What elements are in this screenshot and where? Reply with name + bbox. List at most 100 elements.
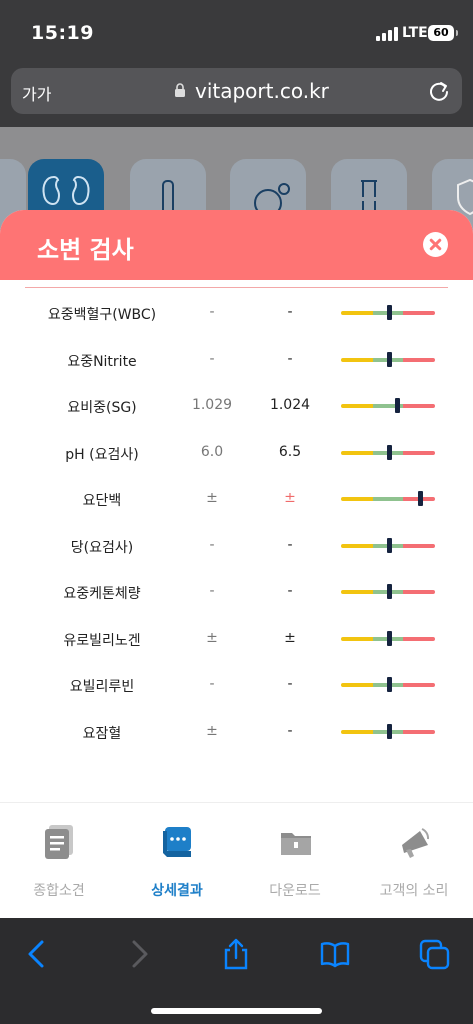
result-row: 요잠혈 ± - (0, 708, 473, 755)
result-row: 유로빌리노겐 ± ± (0, 615, 473, 662)
current-value: ± (284, 629, 296, 646)
test-name: 당(요검사) (70, 539, 134, 556)
gauge-high-segment (403, 404, 435, 408)
tab-download[interactable]: 다운로드 (236, 803, 354, 919)
current-value: - (287, 676, 293, 692)
gauge-low-segment (341, 590, 373, 594)
range-gauge (341, 677, 435, 692)
current-value: ± (284, 490, 296, 506)
home-indicator (151, 1008, 322, 1014)
result-row: pH (요검사) 6.0 6.5 (0, 429, 473, 476)
gauge-high-segment (403, 729, 435, 734)
address-bar-area: 가가 vitaport.co.kr (0, 60, 473, 127)
back-icon[interactable] (20, 938, 54, 970)
gauge-marker (387, 630, 393, 646)
url-domain[interactable]: vitaport.co.kr (195, 79, 329, 103)
gauge-high-segment (403, 683, 435, 687)
reload-icon[interactable] (428, 80, 450, 102)
result-row: 요중Nitrite - - (0, 336, 473, 383)
previous-value: ± (206, 490, 218, 506)
tabs-icon[interactable] (418, 938, 452, 970)
text-size-button[interactable]: 가가 (22, 85, 52, 104)
previous-value: 6.0 (200, 443, 224, 460)
previous-value: - (209, 676, 215, 692)
tab-label: 다운로드 (269, 883, 321, 899)
header-divider (25, 287, 448, 288)
range-gauge (341, 630, 435, 646)
urine-test-sheet: 소변 검사 요중백혈구(WBC) - - 요중Nitrite - - 요비중(SG) 1.02… (0, 210, 473, 802)
forward-icon[interactable] (122, 938, 156, 970)
gauge-low-segment (341, 311, 373, 315)
result-row: 요중백혈구(WBC) - - (0, 289, 473, 336)
network-type: LTE (402, 25, 428, 41)
gauge-marker (387, 351, 393, 367)
current-value: - (287, 536, 293, 553)
test-name: 요비중(SG) (67, 400, 137, 416)
gauge-low-segment (341, 357, 373, 362)
gauge-marker (387, 305, 393, 320)
gauge-low-segment (341, 683, 373, 687)
lock-icon (175, 83, 185, 97)
tab-label: 상세결과 (151, 883, 203, 899)
result-row: 요중케톤체량 - - (0, 568, 473, 615)
signal-icon (376, 27, 398, 41)
range-gauge (341, 723, 435, 739)
test-name: 요단백 (82, 493, 122, 509)
sheet-header: 소변 검사 (0, 210, 473, 280)
result-list: 요중백혈구(WBC) - - 요중Nitrite - - 요비중(SG) 1.029 1.024… (0, 289, 473, 754)
megaphone-icon (402, 828, 430, 858)
chat-bubble-icon (163, 827, 191, 857)
tab-customer-voice[interactable]: 고객의 소리 (355, 803, 473, 919)
result-row: 요단백 ± ± (0, 475, 473, 522)
range-gauge (341, 444, 435, 460)
test-name: 요중Nitrite (67, 353, 137, 370)
previous-value: - (209, 583, 215, 599)
gauge-high-segment (403, 543, 435, 548)
range-gauge (341, 351, 435, 367)
gauge-low-segment (341, 543, 373, 548)
previous-value: ± (206, 629, 218, 646)
test-name: 요중백혈구(WBC) (47, 307, 157, 323)
bookmarks-icon[interactable] (318, 938, 352, 970)
result-row: 당(요검사) - - (0, 522, 473, 569)
gauge-marker (387, 584, 393, 599)
gauge-low-segment (341, 729, 373, 734)
current-value: 6.5 (278, 443, 302, 460)
address-bar[interactable]: 가가 vitaport.co.kr (11, 68, 462, 114)
tab-label: 고객의 소리 (379, 883, 449, 899)
share-icon[interactable] (219, 938, 253, 970)
range-gauge (341, 491, 435, 506)
test-name: 유로빌리노겐 (63, 632, 141, 649)
previous-value: - (209, 536, 215, 553)
current-value: - (287, 304, 293, 320)
tab-label: 종합소견 (33, 883, 85, 899)
kidney-icon (42, 175, 90, 206)
result-row: 요비중(SG) 1.029 1.024 (0, 382, 473, 429)
tab-detailed-results[interactable]: 상세결과 (118, 803, 236, 919)
result-row: 요빌리루빈 - - (0, 661, 473, 708)
current-value: 1.024 (269, 397, 311, 413)
gauge-normal-segment (373, 497, 403, 501)
gauge-marker (387, 537, 393, 553)
browser-toolbar (0, 918, 473, 1024)
gauge-marker (394, 398, 400, 413)
bottom-tab-bar: 종합소견 상세결과 다운로드 고객의 소리 (0, 802, 473, 918)
close-icon[interactable] (423, 232, 448, 257)
gauge-marker (387, 677, 393, 692)
gauge-low-segment (341, 497, 373, 501)
folder-icon (281, 833, 311, 855)
battery-icon: 60 (428, 25, 458, 41)
gauge-high-segment (403, 636, 435, 641)
gauge-high-segment (403, 357, 435, 362)
previous-value: ± (206, 722, 218, 739)
gauge-marker (387, 723, 393, 739)
document-icon (45, 825, 73, 859)
test-name: pH (요검사) (65, 446, 139, 463)
test-name: 요잠혈 (82, 725, 122, 742)
gauge-marker (387, 444, 393, 460)
current-value: - (287, 722, 293, 739)
range-gauge (341, 584, 435, 599)
gauge-low-segment (341, 404, 373, 408)
current-value: - (287, 350, 293, 367)
tab-summary[interactable]: 종합소견 (0, 803, 118, 919)
